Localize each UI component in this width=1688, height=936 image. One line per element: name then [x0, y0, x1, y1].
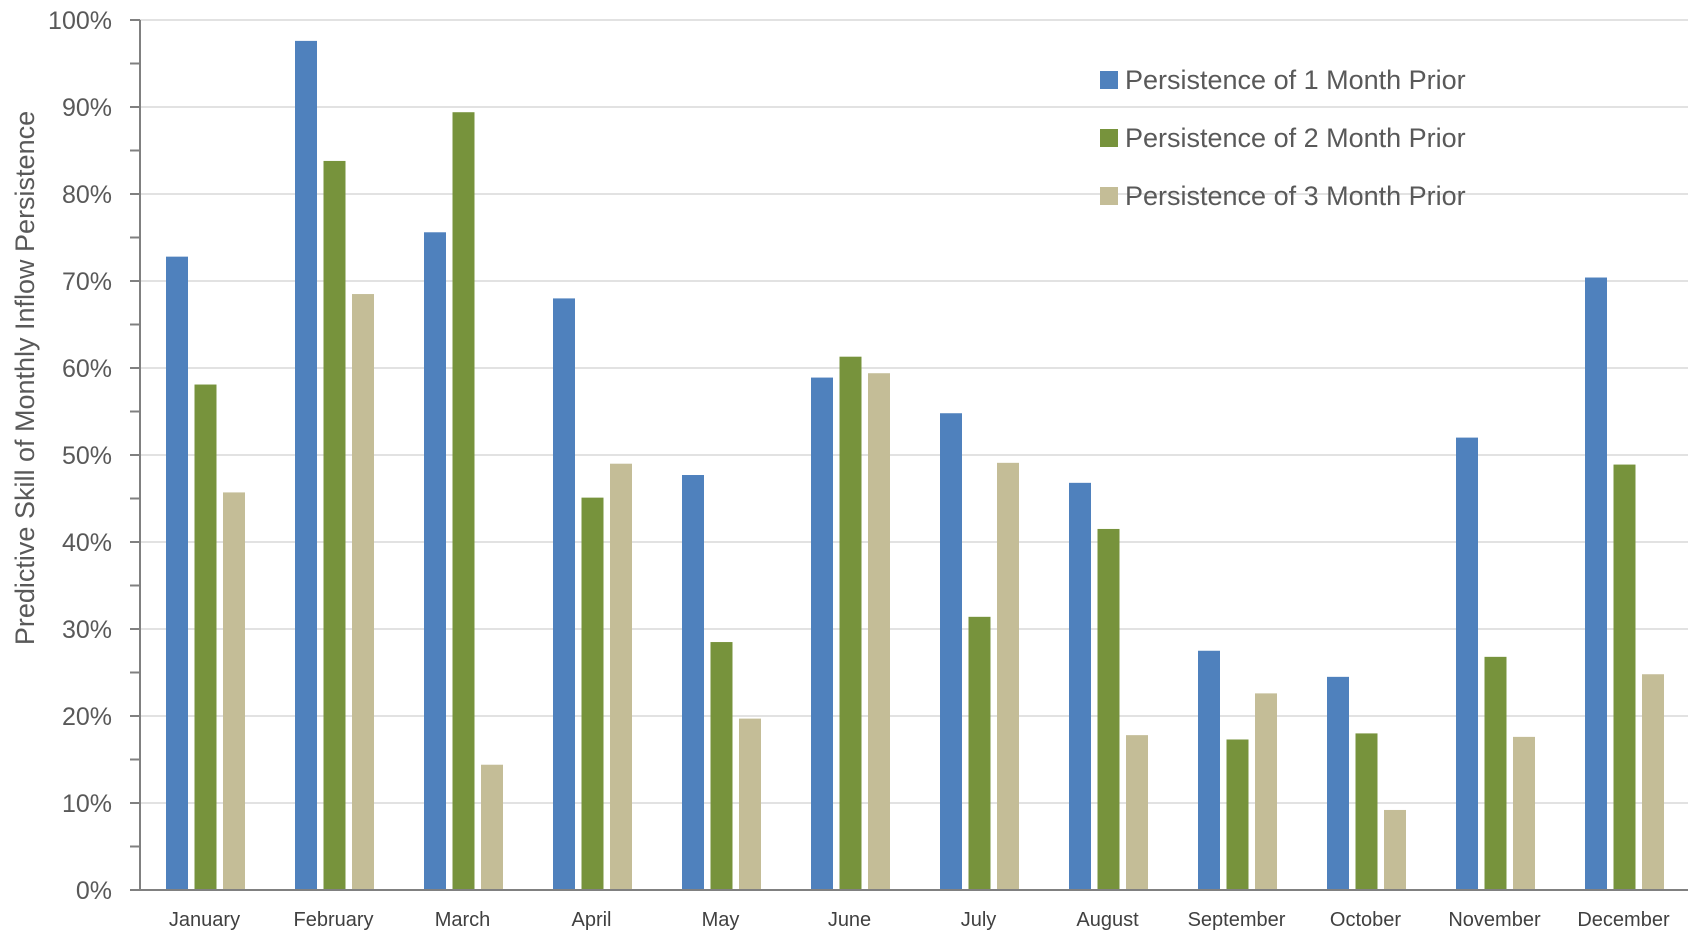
- bar: [997, 462, 1019, 890]
- bar: [194, 384, 217, 890]
- legend-swatch: [1100, 187, 1118, 205]
- bar: [481, 764, 503, 890]
- bar: [710, 642, 733, 890]
- y-axis-label: Predictive Skill of Monthly Inflow Persi…: [10, 111, 40, 645]
- x-category-label: January: [169, 909, 240, 931]
- bar: [553, 298, 575, 890]
- y-tick-label: 70%: [62, 268, 112, 296]
- y-tick-label: 30%: [62, 616, 112, 644]
- bar: [1355, 733, 1378, 890]
- legend-label: Persistence of 1 Month Prior: [1125, 65, 1466, 95]
- bar: [1097, 528, 1120, 890]
- legend: Persistence of 1 Month Prior Persistence …: [1100, 65, 1466, 211]
- bar: [223, 492, 245, 890]
- bar: [1069, 482, 1091, 890]
- bar: [839, 356, 862, 890]
- y-tick-label: 0%: [76, 877, 112, 905]
- bar: [452, 112, 475, 891]
- legend-swatch: [1100, 129, 1118, 147]
- y-tick-label: 10%: [62, 790, 112, 818]
- legend-label: Persistence of 3 Month Prior: [1125, 181, 1466, 211]
- axes: [130, 19, 1688, 891]
- x-category-label: June: [828, 909, 871, 931]
- x-category-label: December: [1577, 909, 1670, 931]
- y-tick-labels: 0% 10% 20% 30% 40% 50% 60% 70% 80% 90% 100%: [48, 7, 112, 905]
- bar: [1585, 277, 1607, 890]
- legend-swatch: [1100, 71, 1118, 89]
- bar: [1513, 736, 1535, 890]
- x-category-label: February: [293, 909, 373, 931]
- bar: [610, 463, 632, 890]
- y-tick-label: 100%: [48, 7, 112, 35]
- x-category-label: May: [702, 909, 740, 931]
- bar: [352, 294, 374, 890]
- x-category-label: April: [571, 909, 611, 931]
- bar: [581, 497, 604, 890]
- bar: [1226, 739, 1249, 890]
- bar: [1198, 650, 1220, 890]
- y-tick-label: 90%: [62, 94, 112, 122]
- y-tick-label: 80%: [62, 181, 112, 209]
- x-category-label: July: [961, 909, 997, 931]
- bar: [323, 160, 346, 890]
- bar: [811, 377, 833, 890]
- bar: [1126, 735, 1148, 890]
- y-tick-label: 40%: [62, 529, 112, 557]
- bar: [166, 256, 188, 890]
- legend-label: Persistence of 2 Month Prior: [1125, 123, 1466, 153]
- x-category-labels: January February March April May June July Augu…: [169, 909, 1670, 931]
- bar: [1613, 464, 1636, 890]
- bar: [1456, 437, 1478, 890]
- x-category-label: October: [1330, 909, 1401, 931]
- bar: [739, 718, 761, 890]
- bar: [1327, 676, 1349, 890]
- y-tick-label: 20%: [62, 703, 112, 731]
- bar: [1384, 809, 1406, 890]
- y-tick-label: 50%: [62, 442, 112, 470]
- gridlines: [140, 19, 1688, 804]
- bars: [166, 40, 1664, 891]
- y-tick-label: 60%: [62, 355, 112, 383]
- bar: [868, 373, 890, 891]
- x-category-label: August: [1076, 909, 1139, 931]
- bar: [940, 413, 962, 890]
- bar: [682, 475, 704, 890]
- bar: [295, 40, 317, 890]
- bar: [1642, 674, 1664, 890]
- bar: [1255, 693, 1277, 890]
- bar: [1484, 656, 1507, 890]
- x-category-label: September: [1188, 909, 1286, 931]
- bar: [968, 616, 991, 890]
- x-category-label: November: [1448, 909, 1541, 931]
- bar: [424, 232, 446, 890]
- x-category-label: March: [435, 909, 491, 931]
